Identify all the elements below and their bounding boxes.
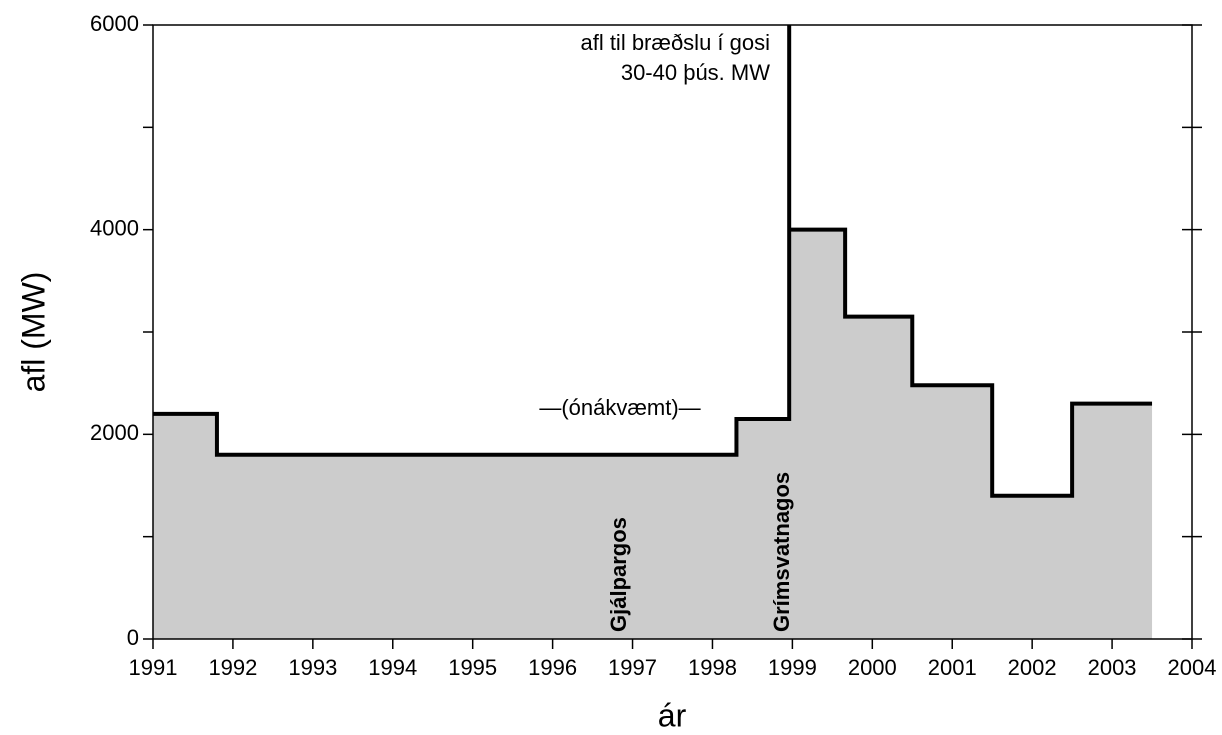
- x-tick-label: 2001: [928, 655, 977, 680]
- x-tick-label: 1997: [608, 655, 657, 680]
- annotation: Grímsvatnagos: [769, 472, 794, 632]
- x-tick-label: 2000: [848, 655, 897, 680]
- x-tick-label: 1992: [208, 655, 257, 680]
- x-tick-label: 1999: [768, 655, 817, 680]
- x-tick-label: 1996: [528, 655, 577, 680]
- y-tick-label: 4000: [90, 215, 139, 240]
- x-tick-label: 2004: [1168, 655, 1217, 680]
- x-tick-label: 2003: [1088, 655, 1137, 680]
- area: [153, 25, 1153, 639]
- line: [153, 25, 1153, 498]
- annotation: Gjálpargos: [606, 517, 631, 632]
- x-tick-label: 1998: [688, 655, 737, 680]
- x-tick-label: 1991: [129, 655, 178, 680]
- x-tick-label: 1993: [288, 655, 337, 680]
- y-tick-label: 0: [127, 625, 139, 650]
- y-axis-label: afl (MW): [15, 272, 51, 393]
- y-tick-label: 2000: [90, 420, 139, 445]
- annotation: afl til bræðslu í gosi: [580, 30, 770, 55]
- x-axis-label: ár: [658, 697, 687, 733]
- x-tick-label: 1994: [368, 655, 417, 680]
- annotation: 30-40 þús. MW: [621, 60, 770, 85]
- annotation: —(ónákvæmt)—: [539, 395, 700, 420]
- x-tick-label: 2002: [1008, 655, 1057, 680]
- y-tick-label: 6000: [90, 11, 139, 36]
- x-tick-label: 1995: [448, 655, 497, 680]
